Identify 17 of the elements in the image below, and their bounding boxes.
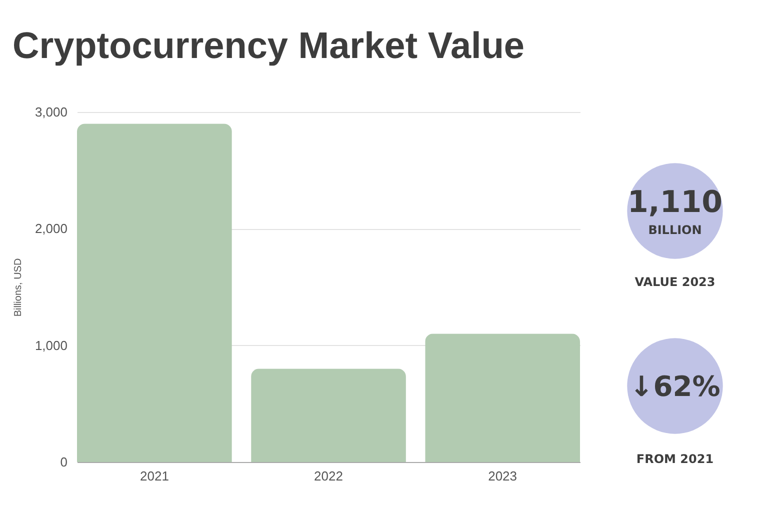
bar xyxy=(77,124,232,462)
x-tick-label: 2021 xyxy=(140,468,169,484)
text: BILLION xyxy=(648,223,702,237)
bar xyxy=(425,334,580,462)
text: 1,110 xyxy=(628,185,722,220)
y-tick-label: 3,000 xyxy=(34,104,68,120)
y-tick-label: 1,000 xyxy=(34,338,68,353)
y-axis-title: Billions, USD xyxy=(12,258,24,317)
x-tick-label: 2022 xyxy=(314,468,343,484)
text: FROM 2021 xyxy=(636,452,714,466)
bar xyxy=(251,368,406,462)
x-tick-label: 2023 xyxy=(488,468,518,484)
text: VALUE 2023 xyxy=(634,275,716,289)
y-tick-label: 2,000 xyxy=(34,221,68,236)
text: ↓62% xyxy=(630,370,720,403)
chart-title: Cryptocurrency Market Value xyxy=(12,25,525,66)
y-tick-label: 0 xyxy=(60,454,68,470)
